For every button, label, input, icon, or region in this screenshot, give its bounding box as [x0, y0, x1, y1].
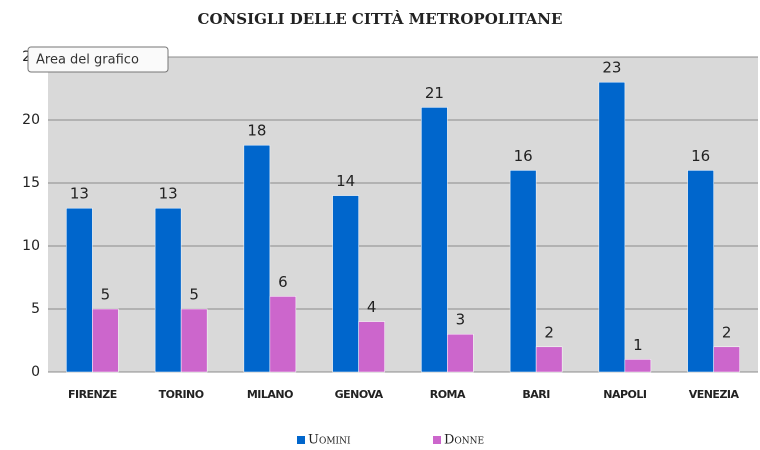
value-label: 5	[101, 286, 111, 304]
value-label: 18	[247, 122, 266, 140]
tooltip-box	[27, 46, 169, 73]
value-label: 1	[633, 336, 643, 354]
bar	[713, 346, 740, 373]
value-label: 16	[514, 147, 533, 165]
x-tick-label: GENOVA	[335, 388, 384, 401]
value-label: 3	[456, 311, 466, 329]
bar	[66, 207, 93, 373]
x-tick-label: ROMA	[430, 388, 466, 401]
value-label: 16	[691, 147, 710, 165]
y-tick-label: 0	[31, 364, 40, 380]
bar	[421, 107, 448, 373]
value-label: 13	[159, 185, 178, 203]
legend-label: Uomini	[308, 433, 351, 448]
bar	[447, 333, 474, 373]
bar	[687, 170, 714, 373]
tooltip-text: Area del grafico	[36, 53, 139, 68]
chart-title: CONSIGLI DELLE CITTÀ METROPOLITANE	[198, 10, 563, 28]
bar	[332, 195, 359, 373]
x-tick-label: TORINO	[159, 388, 204, 401]
x-tick-label: NAPOLI	[603, 388, 647, 401]
x-tick-label: VENEZIA	[689, 388, 740, 401]
x-tick-label: BARI	[522, 388, 550, 401]
bar	[92, 308, 119, 373]
value-label: 4	[367, 298, 377, 316]
value-label: 21	[425, 84, 444, 102]
bar	[358, 321, 385, 373]
y-tick-label: 5	[31, 301, 40, 317]
bar	[269, 296, 297, 373]
value-label: 2	[722, 323, 732, 341]
y-tick-label: 10	[22, 238, 40, 254]
legend-label: Donne	[444, 433, 484, 448]
legend-swatch	[433, 436, 441, 444]
x-tick-label: FIRENZE	[68, 388, 117, 401]
bar	[180, 308, 208, 373]
plot-area	[48, 57, 758, 372]
value-label: 13	[70, 185, 89, 203]
bar	[624, 359, 652, 373]
value-label: 2	[544, 323, 554, 341]
bar	[154, 207, 182, 373]
y-tick-label: 15	[22, 175, 40, 191]
value-label: 5	[189, 286, 199, 304]
y-tick-label: 20	[22, 112, 40, 128]
value-label: 6	[278, 273, 288, 291]
bar	[509, 170, 537, 373]
legend-swatch	[297, 436, 305, 444]
value-label: 14	[336, 172, 355, 190]
bar	[535, 346, 563, 373]
bar	[243, 144, 271, 373]
bar	[598, 81, 626, 373]
value-label: 23	[602, 59, 621, 77]
x-tick-label: MILANO	[247, 388, 293, 401]
